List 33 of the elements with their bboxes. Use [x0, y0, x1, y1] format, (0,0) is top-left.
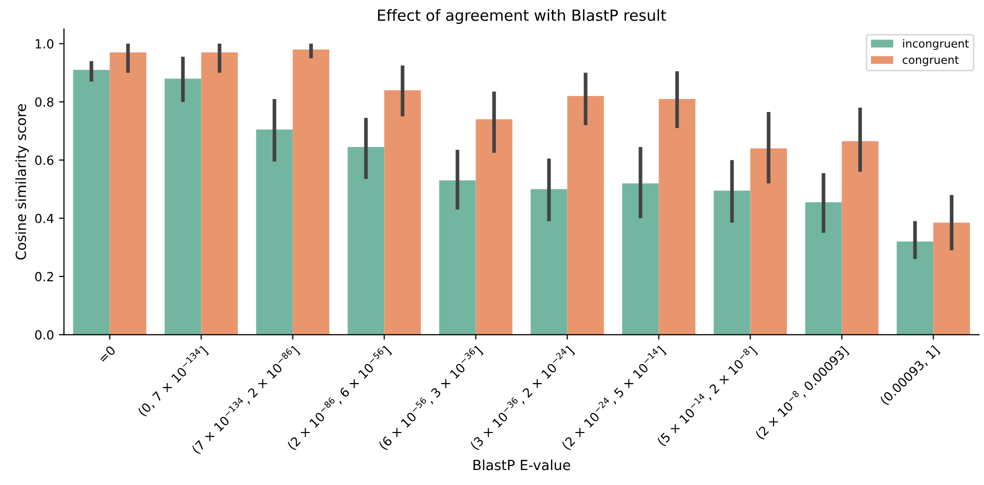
- y-axis-title: Cosine similarity score: [15, 104, 29, 260]
- y-tick-label: 0.6: [35, 156, 54, 165]
- y-tick-label: 0.2: [35, 272, 53, 282]
- y-tick-label: 0.4: [35, 214, 54, 224]
- bar: [201, 52, 238, 335]
- bar: [348, 146, 384, 335]
- bar: [292, 49, 330, 335]
- bar: [714, 190, 750, 335]
- legend-label: congruent: [902, 56, 959, 66]
- x-tick-label: =0: [98, 345, 116, 364]
- bar: [476, 119, 512, 335]
- bar: [933, 222, 970, 335]
- bar: [658, 98, 696, 335]
- bar: [622, 183, 659, 335]
- x-axis-title: BlastP E-value: [474, 459, 570, 470]
- y-tick-label: 0.8: [35, 97, 54, 107]
- x-tick-label: (0, 7 × 10$^{−134}$]: [137, 346, 209, 418]
- bar: [110, 52, 146, 335]
- bar: [805, 202, 842, 335]
- bar: [750, 148, 787, 335]
- bar: [256, 129, 293, 335]
- bar: [567, 96, 604, 335]
- legend-label: incongruent: [903, 39, 969, 50]
- bar: [842, 141, 878, 335]
- bar: [384, 90, 421, 335]
- bar: [530, 189, 568, 335]
- bar: [164, 78, 202, 335]
- y-tick-label: 0.0: [35, 330, 54, 340]
- bar: [73, 70, 110, 335]
- bar: [439, 180, 476, 335]
- chart-title: Effect of agreement with BlastP result: [378, 9, 666, 24]
- bar: [896, 242, 934, 335]
- y-tick-label: 1.0: [36, 39, 54, 49]
